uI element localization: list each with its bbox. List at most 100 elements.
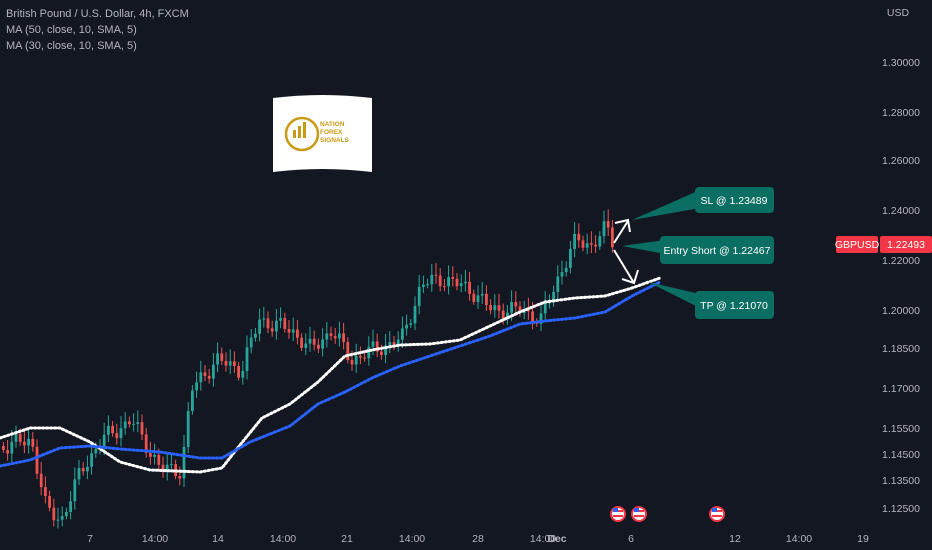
us-flag-icon[interactable]	[709, 506, 725, 522]
candle-body	[585, 243, 589, 248]
candle-body	[203, 372, 207, 377]
nation-forex-logo: NATION FOREX SIGNALS	[273, 95, 372, 172]
legend-ma30: MA (30, close, 10, SMA, 5)	[6, 40, 137, 52]
candle-body	[417, 286, 421, 306]
candle-body	[506, 312, 509, 320]
candle-body	[27, 438, 30, 446]
entry-callout-label: Entry Short @ 1.22467	[664, 245, 771, 257]
moving-averages-layer	[0, 276, 662, 474]
tp-callout[interactable]	[695, 291, 774, 319]
candle-body	[186, 410, 190, 447]
x-tick-label: Dec	[547, 533, 566, 545]
y-tick-label: 1.12500	[882, 503, 920, 515]
candle-body	[455, 278, 459, 287]
candle-body	[497, 305, 501, 311]
trade-callouts: SL @ 1.23489 Entry Short @ 1.22467 TP @ …	[622, 187, 774, 319]
candle-body	[333, 335, 337, 339]
candle-body	[611, 227, 614, 248]
candle-body	[81, 468, 85, 472]
candle-body	[140, 422, 144, 435]
candle-body	[485, 293, 488, 306]
logo-line-2: FOREX	[320, 129, 343, 136]
ma50-line	[0, 276, 662, 474]
candle-body	[178, 476, 182, 479]
candle-body	[245, 347, 249, 371]
candle-body	[363, 357, 366, 359]
y-tick-label: 1.28000	[882, 107, 920, 119]
entry-callout[interactable]	[660, 236, 774, 264]
candle-body	[489, 305, 492, 311]
candle-body	[560, 272, 564, 277]
price-tag-symbol: GBPUSD	[835, 239, 880, 251]
candle-body	[388, 342, 392, 346]
logo-line-3: SIGNALS	[320, 137, 350, 144]
x-tick-label: 19	[857, 533, 869, 545]
down-arrow-icon	[613, 249, 635, 284]
candle-body	[119, 428, 123, 439]
candle-body	[443, 286, 446, 288]
candle-body	[367, 346, 371, 359]
candle-body	[304, 343, 308, 348]
candle-body	[430, 274, 434, 285]
sl-callout-label: SL @ 1.23489	[701, 195, 768, 207]
ma30-line	[0, 280, 662, 468]
y-tick-label: 1.26000	[882, 155, 920, 167]
candle-body	[39, 473, 43, 488]
candle-body	[527, 309, 530, 312]
price-axis[interactable]: USD 1.30000 1.28000 1.26000 1.24000 1.22000 1…	[882, 7, 920, 515]
candle-body	[346, 342, 350, 361]
candle-body	[312, 338, 316, 345]
candle-body	[325, 333, 329, 340]
candle-body	[287, 328, 291, 333]
candle-body	[338, 333, 341, 339]
candle-body	[510, 302, 513, 313]
candle-body	[426, 284, 429, 286]
candle-body	[60, 516, 64, 520]
candle-body	[270, 328, 274, 332]
y-tick-label: 1.18500	[882, 343, 920, 355]
candle-body	[434, 274, 438, 276]
candle-body	[590, 243, 593, 245]
candle-body	[115, 433, 119, 439]
candle-body	[170, 464, 173, 466]
y-tick-label: 1.30000	[882, 57, 920, 69]
us-flag-icon[interactable]	[631, 506, 647, 522]
candle-body	[480, 293, 484, 296]
candle-body	[296, 329, 299, 338]
candle-body	[535, 322, 539, 324]
candle-body	[329, 333, 333, 336]
logo-ring-icon	[284, 116, 320, 152]
candle-body	[2, 446, 5, 450]
x-tick-label: 14:00	[530, 533, 556, 545]
legend-symbol: British Pound / U.S. Dollar, 4h, FXCM	[6, 8, 189, 20]
last-price-tag: GBPUSD 1.22493	[835, 236, 932, 253]
y-tick-label: 1.24000	[882, 205, 920, 217]
candle-body	[468, 281, 471, 294]
candle-body	[413, 305, 417, 324]
candle-body	[48, 495, 51, 508]
candle-body	[308, 338, 312, 344]
candle-body	[405, 324, 408, 329]
candle-body	[321, 339, 324, 349]
candle-body	[241, 370, 245, 378]
candle-body	[128, 421, 131, 425]
candle-body	[359, 355, 362, 358]
candle-body	[514, 302, 518, 307]
candle-body	[233, 361, 236, 367]
candle-body	[23, 441, 26, 446]
candle-body	[77, 468, 81, 480]
candle-body	[73, 479, 77, 502]
candle-body	[52, 507, 56, 521]
x-tick-label: 14:00	[142, 533, 168, 545]
economic-events[interactable]	[610, 506, 725, 522]
candle-body	[6, 450, 9, 454]
candle-body	[31, 438, 35, 447]
us-flag-icon[interactable]	[610, 506, 626, 522]
sl-callout[interactable]	[695, 187, 774, 213]
candle-body	[317, 344, 320, 349]
candle-body	[556, 276, 560, 292]
y-tick-label: 1.17000	[882, 383, 920, 395]
candle-body	[237, 366, 240, 378]
